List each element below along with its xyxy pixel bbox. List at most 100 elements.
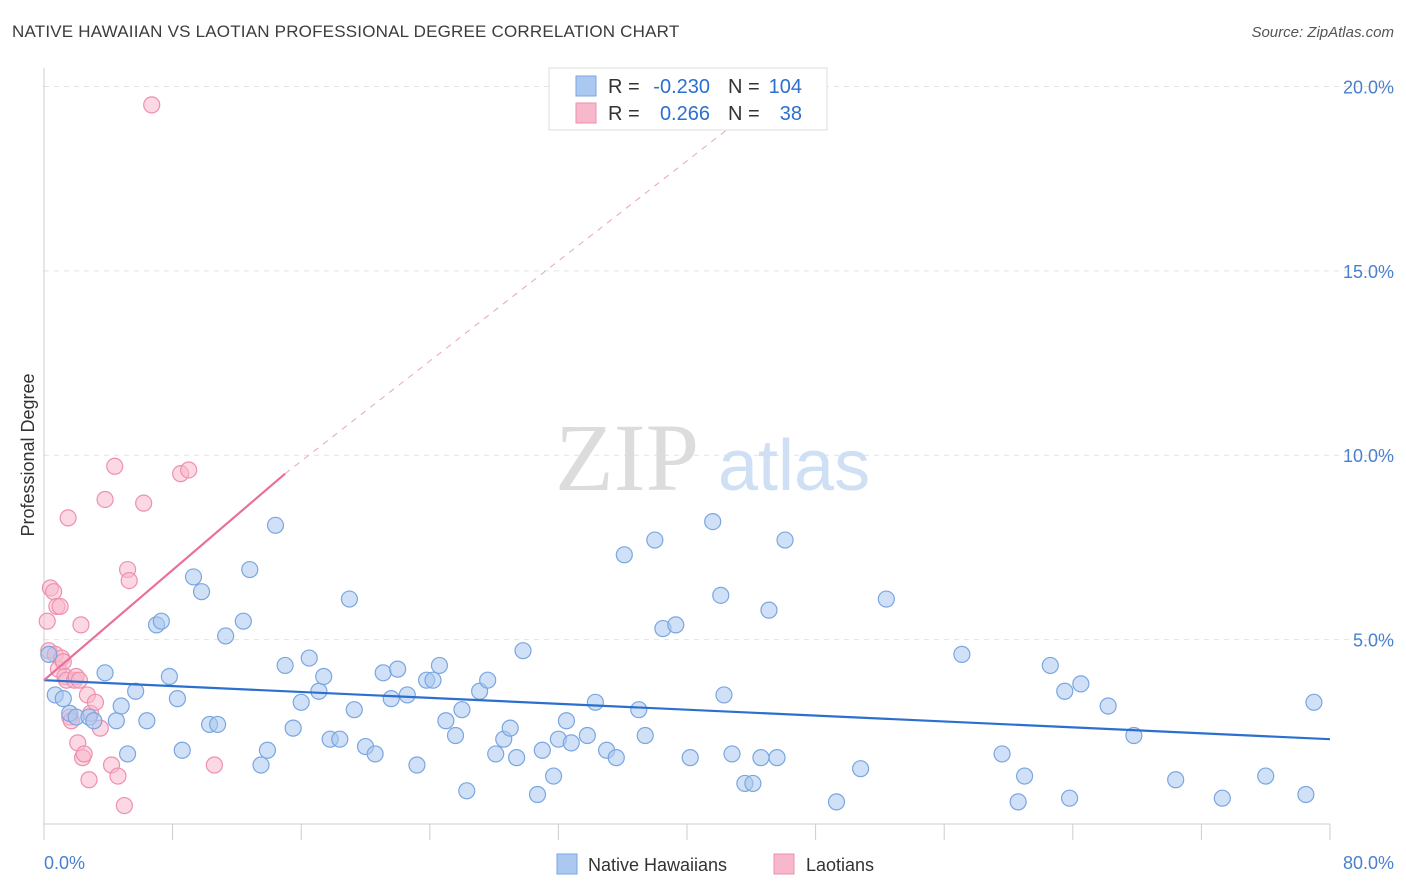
legend-swatch-pink xyxy=(575,102,597,124)
native-hawaiians-point xyxy=(85,712,103,730)
native-hawaiians-point xyxy=(630,701,648,719)
native-hawaiians-point xyxy=(768,749,786,767)
y-tick-label: 10.0% xyxy=(1343,446,1394,466)
native-hawaiians-point xyxy=(398,686,416,704)
native-hawaiians-trend-line xyxy=(43,679,1331,741)
legend-r-value-pink: 0.266 xyxy=(660,103,710,125)
watermark: ZIP atlas xyxy=(555,404,870,511)
laotians-point xyxy=(59,509,77,527)
native-hawaiians-point xyxy=(715,686,733,704)
native-hawaiians-point xyxy=(96,664,114,682)
y-axis-label: Professional Degree xyxy=(18,373,38,536)
laotians-point xyxy=(96,490,114,509)
native-hawaiians-point xyxy=(533,741,551,759)
native-hawaiians-point xyxy=(266,516,285,534)
y-axis-tick-labels: 5.0% 10.0% 15.0% 20.0% xyxy=(1343,77,1394,650)
native-hawaiians-point xyxy=(586,693,604,711)
native-hawaiians-point xyxy=(446,726,465,745)
native-hawaiians-point xyxy=(557,712,576,730)
native-hawaiians-point xyxy=(374,664,392,682)
legend-n-value-blue: 104 xyxy=(769,76,802,98)
native-hawaiians-point xyxy=(389,660,407,678)
native-hawaiians-point xyxy=(1125,726,1143,745)
legend-bottom-swatch-blue xyxy=(556,853,578,875)
native-hawaiians-point xyxy=(607,749,625,767)
source-label: Source: ZipAtlas.com xyxy=(1251,24,1394,41)
native-hawaiians-point xyxy=(1072,675,1090,693)
native-hawaiians-point xyxy=(578,726,596,745)
laotians-point xyxy=(38,612,56,630)
native-hawaiians-point xyxy=(217,627,235,645)
native-hawaiians-point xyxy=(681,749,699,767)
native-hawaiians-point xyxy=(667,616,685,634)
y-tick-label: 15.0% xyxy=(1343,262,1394,282)
grid-lines xyxy=(44,85,1390,641)
x-axis-ticks xyxy=(43,824,1331,840)
native-hawaiians-point xyxy=(514,642,532,660)
native-hawaiians-point xyxy=(453,701,471,719)
native-hawaiians-point xyxy=(1041,656,1059,675)
legend-top: R = -0.230 N = 104 R = 0.266 N = 38 xyxy=(548,67,828,131)
native-hawaiians-point xyxy=(315,667,333,686)
laotians-point xyxy=(205,756,223,774)
native-hawaiians-point xyxy=(112,697,130,715)
native-hawaiians-point xyxy=(138,712,156,730)
watermark-atlas: atlas xyxy=(718,426,870,506)
native-hawaiians-point xyxy=(276,656,294,675)
native-hawaiians-point xyxy=(408,756,426,774)
native-hawaiians-point xyxy=(501,719,519,737)
laotians-point xyxy=(72,616,90,634)
native-hawaiians-point xyxy=(479,671,497,689)
laotians-trend-line xyxy=(43,472,286,682)
laotians-point xyxy=(45,583,63,601)
legend-n-label-pink: N = xyxy=(728,103,760,125)
native-hawaiians-point xyxy=(544,767,563,785)
native-hawaiians-point xyxy=(184,568,203,586)
laotians-point xyxy=(70,671,88,689)
native-hawaiians-point xyxy=(168,690,187,708)
native-hawaiians-point xyxy=(723,745,741,763)
x-tick-label-min: 0.0% xyxy=(44,853,85,873)
native-hawaiians-point xyxy=(310,682,328,700)
native-hawaiians-point xyxy=(562,734,580,752)
native-hawaiians-point xyxy=(1167,771,1185,789)
native-hawaiians-point xyxy=(107,712,125,730)
native-hawaiians-point xyxy=(1099,697,1117,715)
laotians-point xyxy=(135,494,153,512)
native-hawaiians-point xyxy=(744,774,762,793)
native-hawaiians-point xyxy=(292,693,310,711)
legend-n-label-blue: N = xyxy=(728,76,760,98)
native-hawaiians-point xyxy=(366,745,384,763)
native-hawaiians-point xyxy=(345,701,363,719)
native-hawaiians-point xyxy=(487,745,505,763)
laotians-point xyxy=(75,745,93,763)
native-hawaiians-point xyxy=(54,690,72,708)
laotians-point xyxy=(51,597,69,616)
native-hawaiians-point xyxy=(636,726,654,745)
legend-bottom-label-blue: Native Hawaiians xyxy=(588,855,727,875)
native-hawaiians-point xyxy=(827,793,846,811)
laotians-point xyxy=(106,457,124,475)
native-hawaiians-point xyxy=(953,645,971,663)
laotians-point xyxy=(109,767,127,785)
native-hawaiians-point xyxy=(340,590,359,608)
native-hawaiians-point xyxy=(704,512,722,531)
native-hawaiians-point xyxy=(118,745,137,763)
native-hawaiians-point xyxy=(1257,767,1275,785)
native-hawaiians-point xyxy=(712,586,730,604)
native-hawaiians-point xyxy=(258,741,277,759)
laotians-point xyxy=(86,693,105,711)
native-hawaiians-points xyxy=(40,512,1323,811)
legend-n-value-pink: 38 xyxy=(780,103,802,125)
legend-bottom: Native Hawaiians Laotians xyxy=(556,853,874,875)
legend-r-label-blue: R = xyxy=(608,76,640,98)
native-hawaiians-point xyxy=(646,531,664,549)
native-hawaiians-point xyxy=(382,690,400,708)
legend-r-value-blue: -0.230 xyxy=(653,76,710,98)
native-hawaiians-point xyxy=(192,583,211,601)
native-hawaiians-point xyxy=(284,719,302,737)
native-hawaiians-point xyxy=(760,601,778,619)
legend-swatch-blue xyxy=(575,75,597,97)
native-hawaiians-point xyxy=(209,715,227,734)
native-hawaiians-point xyxy=(173,741,191,759)
